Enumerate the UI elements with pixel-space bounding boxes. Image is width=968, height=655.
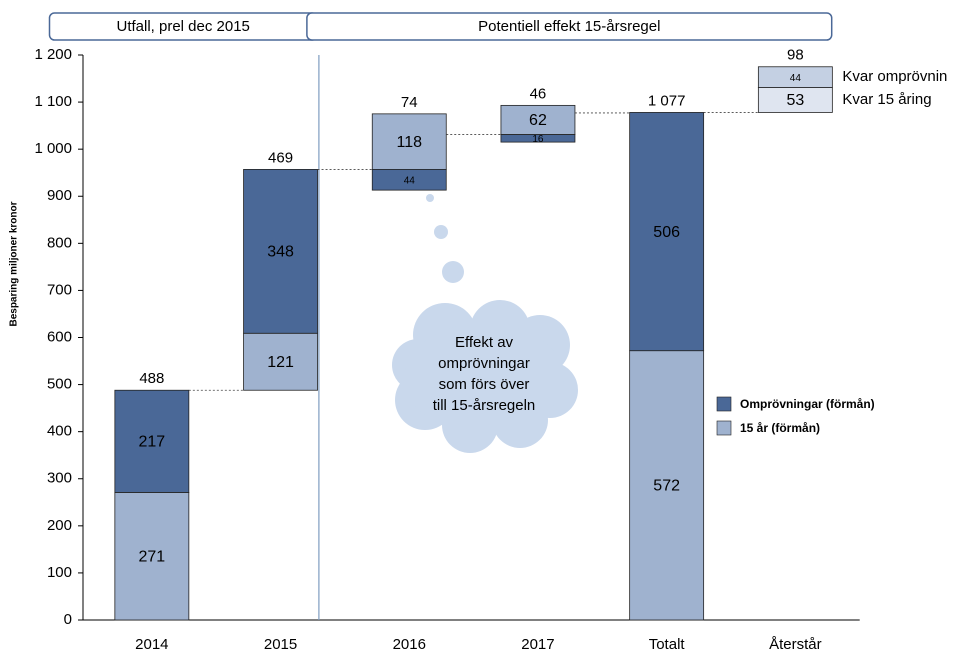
side-label: Kvar 15 åring xyxy=(842,91,931,108)
bar-segment xyxy=(243,169,318,334)
legend-label: 15 år (förmån) xyxy=(740,421,820,435)
bar-segment xyxy=(243,332,318,391)
bar-segment xyxy=(500,134,576,143)
annotation: som förs över xyxy=(439,376,530,393)
y-tick-label: 200 xyxy=(47,517,72,534)
y-tick-label: 400 xyxy=(47,423,72,440)
total-label: 1 077 xyxy=(648,92,686,109)
x-tick-label: Totalt xyxy=(649,636,686,653)
legend-swatch xyxy=(716,396,732,412)
annotation: Effekt av xyxy=(455,334,514,351)
header-text: Utfall, prel dec 2015 xyxy=(116,18,249,35)
annotation: omprövningar xyxy=(438,355,530,372)
bar-segment xyxy=(757,66,833,88)
legend-swatch xyxy=(716,420,732,436)
segment-label: 118 xyxy=(396,134,422,151)
x-tick-label: Återstår xyxy=(769,636,822,653)
x-tick-label: 2017 xyxy=(521,636,554,653)
y-tick-label: 0 xyxy=(64,611,72,628)
side-label: Kvar omprövnin xyxy=(842,68,947,85)
segment-label: 62 xyxy=(529,112,547,129)
header-box xyxy=(306,12,833,41)
cloud xyxy=(392,194,578,453)
segment-label: 348 xyxy=(267,244,294,261)
y-tick-label: 300 xyxy=(47,470,72,487)
bar-segment xyxy=(371,113,447,170)
y-tick-label: 700 xyxy=(47,281,72,298)
total-label: 98 xyxy=(787,47,804,64)
y-axis-label: Besparing miljoner kronor xyxy=(9,201,20,326)
total-label: 74 xyxy=(401,94,418,111)
segment-label: 121 xyxy=(267,354,294,371)
header-text: Potentiell effekt 15-årsregel xyxy=(478,18,660,35)
y-tick-label: 500 xyxy=(47,376,72,393)
segment-label: 44 xyxy=(404,175,416,186)
bar-segment xyxy=(757,87,833,113)
bar-segment xyxy=(114,492,190,621)
y-tick-label: 1 100 xyxy=(34,93,72,110)
x-tick-label: 2014 xyxy=(135,636,168,653)
bar-segment xyxy=(629,112,705,352)
y-tick-label: 1 000 xyxy=(34,140,72,157)
segment-label: 572 xyxy=(653,478,680,495)
segment-label: 44 xyxy=(790,73,802,84)
total-label: 46 xyxy=(530,85,547,102)
legend-label: Omprövningar (förmån) xyxy=(740,397,875,411)
bar-segment xyxy=(500,104,576,135)
y-tick-label: 100 xyxy=(47,564,72,581)
y-tick-label: 600 xyxy=(47,328,72,345)
x-tick-label: 2015 xyxy=(264,636,297,653)
annotation: till 15-årsregeln xyxy=(433,397,536,414)
x-tick-label: 2016 xyxy=(393,636,426,653)
y-tick-label: 900 xyxy=(47,187,72,204)
total-label: 488 xyxy=(139,370,164,387)
total-label: 469 xyxy=(268,149,293,166)
y-tick-label: 1 200 xyxy=(34,46,72,63)
bar-segment xyxy=(629,350,705,621)
segment-label: 271 xyxy=(138,548,165,565)
y-tick-label: 800 xyxy=(47,234,72,251)
bar-segment xyxy=(114,389,190,493)
segment-label: 16 xyxy=(532,134,544,145)
segment-label: 506 xyxy=(653,224,680,241)
segment-label: 217 xyxy=(138,434,165,451)
bar-segment xyxy=(371,169,447,191)
segment-label: 53 xyxy=(786,92,804,109)
